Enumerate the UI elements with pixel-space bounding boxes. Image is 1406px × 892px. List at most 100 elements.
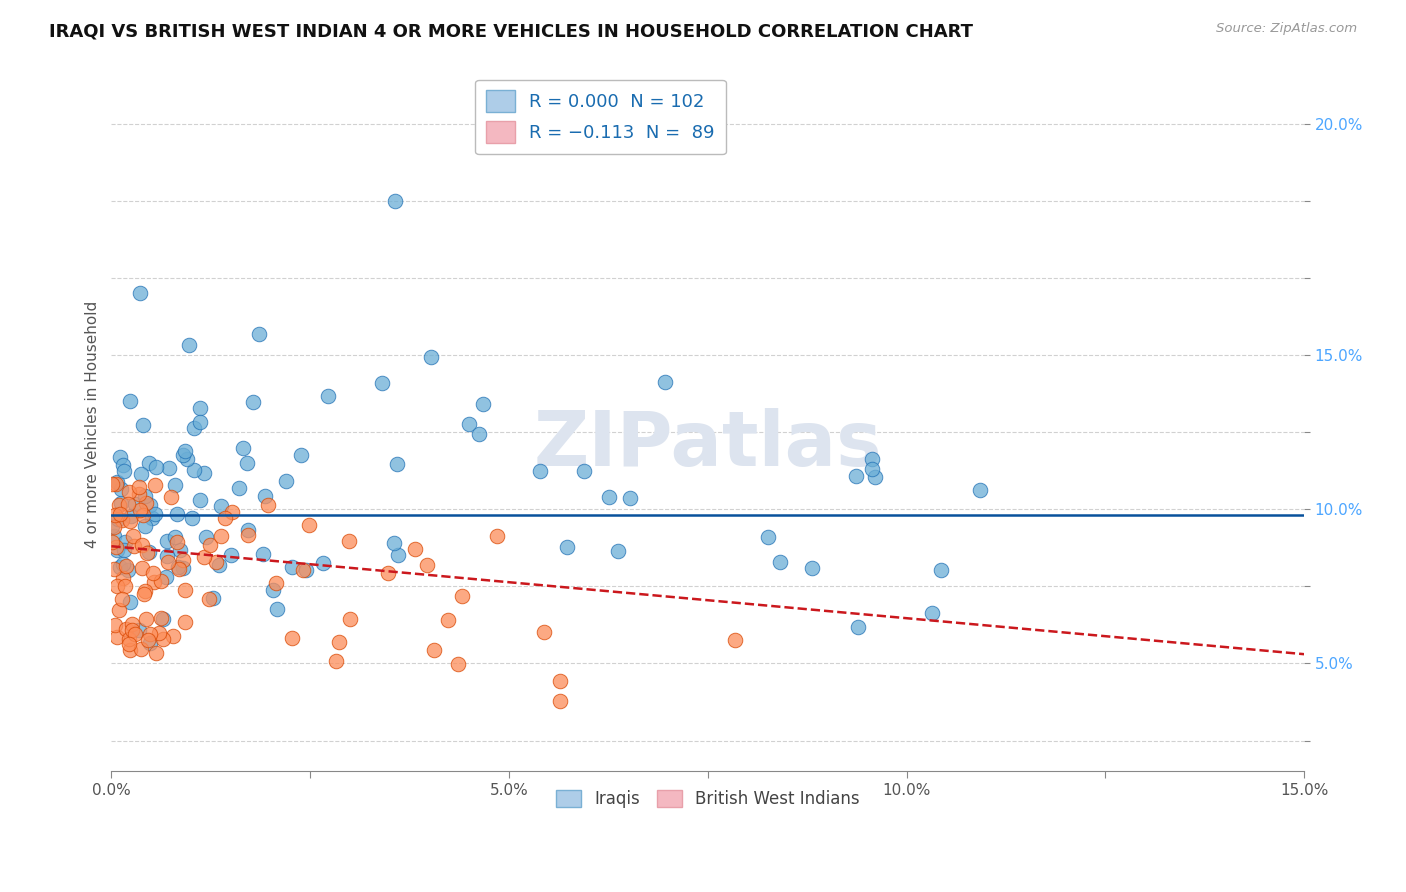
Point [214, 510, 236, 524]
Point [846, 620, 869, 634]
Point [205, 555, 228, 569]
Point [138, 456, 160, 470]
Point [145, 459, 167, 474]
Point [382, 536, 405, 550]
Point [555, 540, 578, 554]
Point [105, 630, 128, 644]
Point [121, 529, 143, 543]
Point [247, 327, 270, 342]
Point [863, 470, 886, 484]
Point [232, 442, 254, 456]
Point [108, 603, 131, 617]
Point [108, 507, 131, 521]
Point [104, 508, 127, 522]
Point [101, 535, 124, 549]
Point [156, 555, 179, 569]
Point [188, 493, 211, 508]
Point [236, 456, 259, 470]
Point [197, 592, 219, 607]
Point [242, 395, 264, 409]
Point [274, 474, 297, 488]
Point [183, 462, 205, 476]
Point [266, 602, 288, 616]
Point [423, 642, 446, 657]
Point [266, 576, 288, 591]
Point [155, 570, 177, 584]
Point [468, 427, 491, 442]
Point [290, 448, 312, 462]
Point [165, 478, 187, 492]
Point [124, 497, 146, 511]
Point [177, 338, 200, 352]
Point [801, 561, 824, 575]
Point [156, 549, 179, 563]
Point [143, 575, 166, 590]
Point [145, 508, 167, 522]
Point [139, 498, 162, 512]
Point [173, 443, 195, 458]
Point [228, 481, 250, 495]
Point [162, 629, 184, 643]
Point [598, 490, 620, 504]
Point [845, 468, 868, 483]
Point [121, 624, 143, 638]
Point [166, 535, 188, 549]
Point [115, 622, 138, 636]
Point [860, 461, 883, 475]
Point [104, 618, 127, 632]
Point [172, 561, 194, 575]
Point [207, 558, 229, 573]
Point [100, 519, 122, 533]
Point [176, 451, 198, 466]
Point [723, 632, 745, 647]
Point [124, 627, 146, 641]
Point [117, 497, 139, 511]
Point [387, 548, 409, 562]
Point [135, 546, 157, 560]
Point [148, 625, 170, 640]
Point [548, 694, 571, 708]
Point [111, 458, 134, 473]
Point [387, 457, 409, 471]
Point [103, 529, 125, 543]
Point [619, 491, 641, 505]
Point [169, 543, 191, 558]
Point [121, 616, 143, 631]
Point [193, 466, 215, 480]
Point [253, 489, 276, 503]
Legend: Iraqis, British West Indians: Iraqis, British West Indians [550, 783, 866, 815]
Point [298, 518, 321, 533]
Point [654, 375, 676, 389]
Point [152, 611, 174, 625]
Point [103, 562, 125, 576]
Point [129, 502, 152, 516]
Point [451, 589, 474, 603]
Point [120, 643, 142, 657]
Point [118, 637, 141, 651]
Point [135, 496, 157, 510]
Point [404, 541, 426, 556]
Point [437, 613, 460, 627]
Point [134, 583, 156, 598]
Point [485, 529, 508, 543]
Point [769, 555, 792, 569]
Point [105, 475, 128, 490]
Point [157, 461, 180, 475]
Point [312, 556, 335, 570]
Point [115, 559, 138, 574]
Point [257, 498, 280, 512]
Point [134, 519, 156, 533]
Point [155, 534, 177, 549]
Point [860, 451, 883, 466]
Point [236, 528, 259, 542]
Point [118, 514, 141, 528]
Point [447, 657, 470, 671]
Point [152, 632, 174, 646]
Point [114, 579, 136, 593]
Point [135, 612, 157, 626]
Point [281, 559, 304, 574]
Point [104, 477, 127, 491]
Point [118, 484, 141, 499]
Point [548, 673, 571, 688]
Point [174, 615, 197, 630]
